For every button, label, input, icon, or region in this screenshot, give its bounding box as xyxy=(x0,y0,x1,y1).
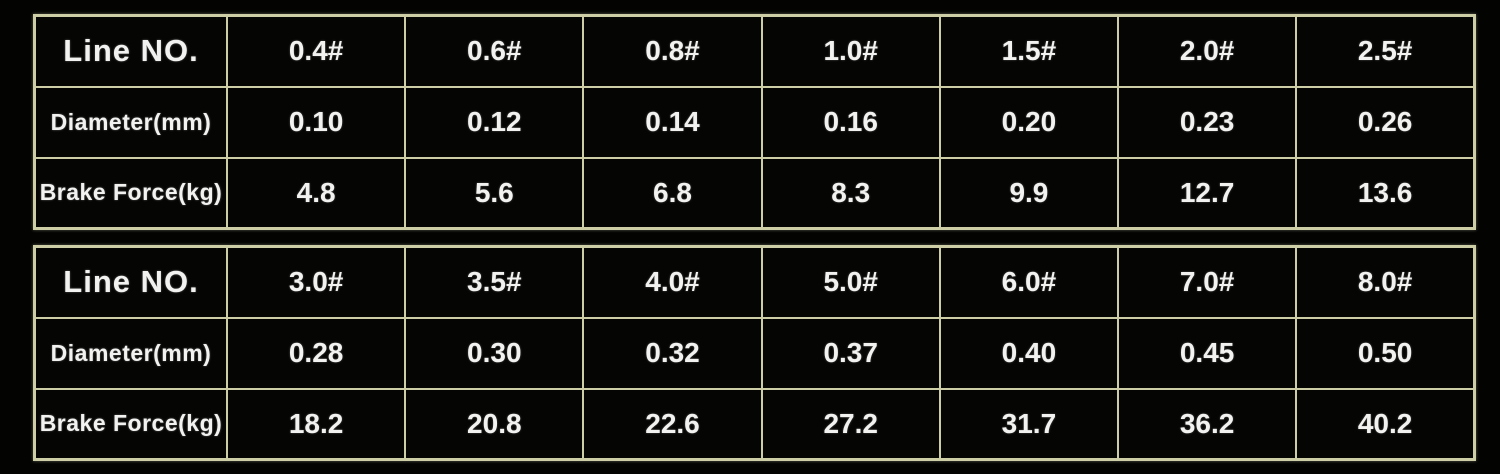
value-cell: 9.9 xyxy=(938,156,1120,230)
spec-table-upper: Line NO. 0.4# 0.6# 0.8# 1.0# 1.5# 2.0# 2.5# Diam… xyxy=(33,14,1476,230)
value-cell: 2.5# xyxy=(1295,14,1476,88)
value-cell: 2.0# xyxy=(1117,14,1298,88)
value-cell: 20.8 xyxy=(404,387,585,461)
table-row: Line NO. 0.4# 0.6# 0.8# 1.0# 1.5# 2.0# 2.5# xyxy=(33,14,1476,88)
value-cell: 27.2 xyxy=(760,387,941,461)
value-cell: 0.12 xyxy=(404,85,585,159)
value-cell: 13.6 xyxy=(1295,156,1476,230)
table-row: Diameter(mm) 0.28 0.30 0.32 0.37 0.40 0.45 0.50 xyxy=(33,316,1476,390)
value-cell: 0.23 xyxy=(1117,85,1298,159)
value-cell: 0.45 xyxy=(1117,316,1298,390)
value-cell: 0.28 xyxy=(225,316,407,390)
value-cell: 8.3 xyxy=(760,156,941,230)
value-cell: 6.8 xyxy=(582,156,763,230)
table-row: Brake Force(kg) 4.8 5.6 6.8 8.3 9.9 12.7 13.6 xyxy=(33,156,1476,230)
value-cell: 40.2 xyxy=(1295,387,1476,461)
row-label: Diameter(mm) xyxy=(33,85,228,159)
row-label: Brake Force(kg) xyxy=(33,156,228,230)
value-cell: 31.7 xyxy=(938,387,1120,461)
value-cell: 0.37 xyxy=(760,316,941,390)
value-cell: 3.5# xyxy=(404,245,585,319)
value-cell: 0.40 xyxy=(938,316,1120,390)
row-label: Brake Force(kg) xyxy=(33,387,228,461)
value-cell: 7.0# xyxy=(1117,245,1298,319)
value-cell: 12.7 xyxy=(1117,156,1298,230)
value-cell: 0.8# xyxy=(582,14,763,88)
table-row: Line NO. 3.0# 3.5# 4.0# 5.0# 6.0# 7.0# 8.0# xyxy=(33,245,1476,319)
value-cell: 4.0# xyxy=(582,245,763,319)
value-cell: 8.0# xyxy=(1295,245,1476,319)
value-cell: 6.0# xyxy=(938,245,1120,319)
row-label: Line NO. xyxy=(33,245,228,319)
value-cell: 1.5# xyxy=(938,14,1120,88)
value-cell: 0.14 xyxy=(582,85,763,159)
table-row: Brake Force(kg) 18.2 20.8 22.6 27.2 31.7 36.2 4… xyxy=(33,387,1476,461)
value-cell: 22.6 xyxy=(582,387,763,461)
value-cell: 36.2 xyxy=(1117,387,1298,461)
spec-table-lower: Line NO. 3.0# 3.5# 4.0# 5.0# 6.0# 7.0# 8.0# Diam… xyxy=(33,245,1476,461)
value-cell: 0.16 xyxy=(760,85,941,159)
value-cell: 0.6# xyxy=(404,14,585,88)
value-cell: 5.0# xyxy=(760,245,941,319)
value-cell: 0.50 xyxy=(1295,316,1476,390)
value-cell: 0.26 xyxy=(1295,85,1476,159)
value-cell: 0.30 xyxy=(404,316,585,390)
value-cell: 0.32 xyxy=(582,316,763,390)
row-label: Line NO. xyxy=(33,14,228,88)
value-cell: 0.4# xyxy=(225,14,407,88)
value-cell: 1.0# xyxy=(760,14,941,88)
value-cell: 0.20 xyxy=(938,85,1120,159)
value-cell: 18.2 xyxy=(225,387,407,461)
value-cell: 0.10 xyxy=(225,85,407,159)
value-cell: 5.6 xyxy=(404,156,585,230)
value-cell: 4.8 xyxy=(225,156,407,230)
row-label: Diameter(mm) xyxy=(33,316,228,390)
table-row: Diameter(mm) 0.10 0.12 0.14 0.16 0.20 0.23 0.26 xyxy=(33,85,1476,159)
value-cell: 3.0# xyxy=(225,245,407,319)
